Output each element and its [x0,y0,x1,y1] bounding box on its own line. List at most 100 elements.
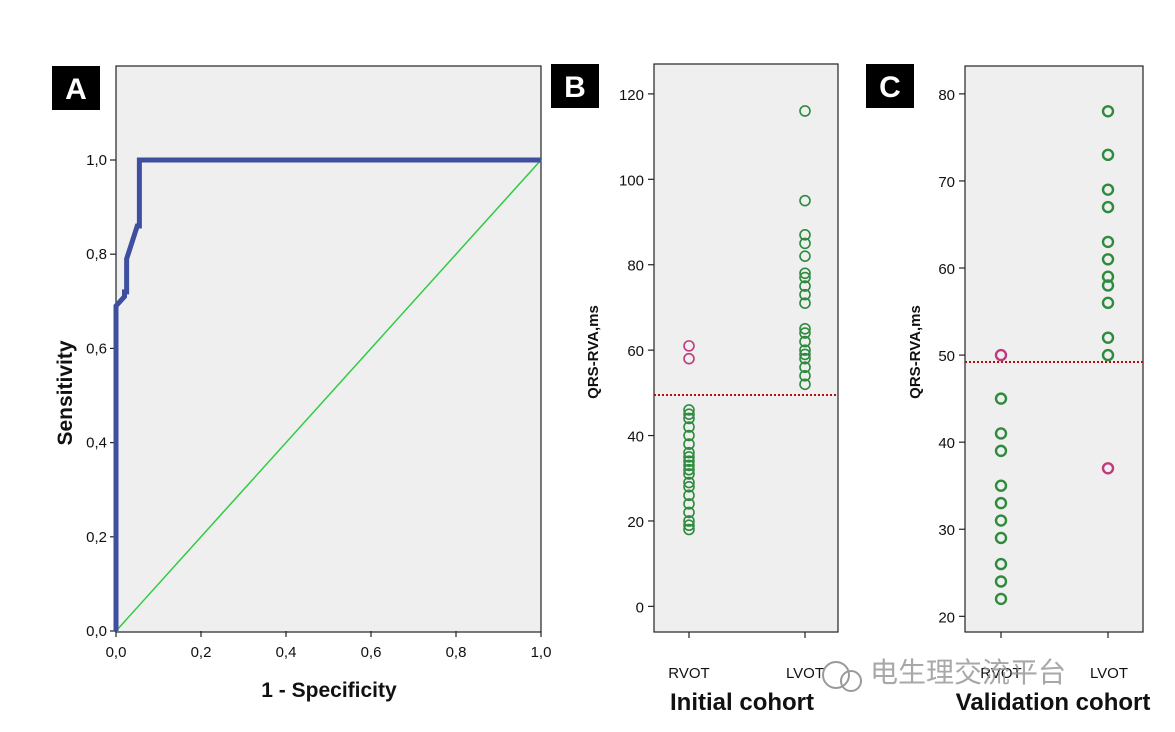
panel-a-xtick-label: 1,0 [531,644,552,661]
panel-b-outlier-rvot [683,340,695,352]
panel-b-point-lvot [799,361,811,374]
panel-b-point-lvot [799,267,811,280]
panel-c-ytick-label: 70 [938,174,955,191]
panel-c-outlier-rvot [994,348,1008,362]
panel-c-cat-lvot: LVOT [1090,665,1128,682]
panel-a-plot-area [115,65,542,633]
panel-c-point-lvot [1101,270,1115,283]
panel-c-point-lvot [1101,183,1115,196]
panel-a-ylabel: Sensitivity [54,340,77,445]
panel-b-point-lvot [799,322,811,335]
panel-c-point-rvot [994,479,1008,492]
panel-c-point-lvot [1101,253,1115,266]
panel-b-point-rvot [683,463,695,476]
panel-b-point-rvot [683,408,695,420]
panel-c-ylabel: QRS-RVA,ms [907,305,924,399]
panel-b-point-rvot [683,498,695,510]
watermark-text: 电生理交流平台 [870,656,1066,689]
roc-curve [113,157,541,631]
panel-c-point-rvot [994,496,1008,510]
panel-a-xtick-label: 0,4 [276,644,297,661]
panel-b-label-box [551,64,599,108]
panel-a-ytick-label: 1,0 [86,152,107,169]
panel-c-outlier-lvot [1101,462,1115,475]
panel-b-title: Initial cohort [670,689,814,716]
panel-b-point-rvot [683,429,695,442]
panel-a-ytick-label: 0,4 [86,435,107,452]
panel-c-ytick-label: 30 [938,522,955,539]
panel-b-point-lvot [799,348,811,361]
panel-b-plot-area [653,63,839,633]
panel-b-point-lvot [799,280,811,292]
panel-a-xtick-label: 0,0 [106,644,127,661]
panel-b-ytick-label: 0 [636,599,644,616]
panel-a-xlabel: 1 - Specificity [261,679,397,702]
panel-b-label: B [564,71,586,104]
panel-a-marks [113,157,542,632]
panel-b-point-lvot [799,229,811,241]
panel-a-ytick-label: 0,8 [86,246,107,263]
panel-c-validation-cohort: 20 30 40 50 60 70 80 C QRS-RVA,ms RVOT LVOT Va… [866,64,1150,716]
panel-b-point-lvot [799,327,811,339]
panel-b-point-rvot [683,459,695,472]
panel-b-point-lvot [799,344,811,356]
panel-c-point-rvot [994,427,1008,440]
panel-c-point-lvot [1101,235,1115,249]
panel-b-marks [654,105,838,536]
panel-c-ytick-label: 60 [938,261,955,278]
panel-b-point-lvot [799,297,811,309]
panel-b-point-rvot [683,446,695,459]
panel-b-point-lvot [799,288,811,301]
panel-b-point-rvot [683,476,695,489]
panel-b-point-rvot [683,468,695,480]
panel-b-point-lvot [799,105,811,117]
panel-b-point-lvot [799,352,811,365]
reference-line [115,159,542,632]
panel-b-point-rvot [683,519,695,532]
watermark-chat-icon [822,661,850,689]
panel-c-ytick-label: 80 [938,87,955,104]
panel-b-ytick-label: 40 [627,429,644,446]
panel-b-point-lvot [799,378,811,391]
panel-b-point-rvot [683,506,695,519]
panel-b-point-lvot [799,250,811,262]
panel-b-ytick-label: 120 [619,87,644,104]
panel-b-ytick-label: 80 [627,258,644,275]
panel-b-ticks: 0 20 40 60 80 100 120 [619,87,806,638]
panel-c-marks [965,105,1143,606]
panel-b-ytick-label: 20 [627,514,644,531]
panel-c-point-lvot [1101,296,1115,310]
panel-c-ytick-label: 50 [938,348,955,365]
panel-c-ytick-label: 40 [938,435,955,452]
panel-c-label: C [879,71,901,104]
panel-b-point-rvot [683,421,695,433]
panel-c-point-rvot [994,592,1008,606]
watermark-chat-icon-small [840,670,862,692]
panel-c-point-rvot [994,392,1008,405]
panel-a-ytick-label: 0,6 [86,340,107,357]
panel-b-ytick-label: 100 [619,172,644,189]
panel-c-plot-area [964,65,1144,633]
panel-b-point-rvot [683,404,695,416]
panel-c-cat-rvot: RVOT [980,665,1021,682]
panel-b-point-lvot [799,271,811,284]
panel-c-point-rvot [994,444,1008,458]
panel-b-point-rvot [683,489,695,502]
panel-b-cat-rvot: RVOT [668,665,709,682]
panel-c-ytick-label: 20 [938,609,955,626]
panel-a-ytick-label: 0,0 [86,623,107,640]
panel-c-point-lvot [1101,200,1115,214]
panel-b-point-rvot [683,451,695,463]
panel-a-xtick-label: 0,6 [361,644,382,661]
panel-b-point-rvot [683,438,695,450]
panel-a-label: A [65,73,87,106]
panel-c-point-lvot [1101,105,1115,118]
panel-b-point-lvot [799,194,811,207]
panel-c-point-rvot [994,575,1008,588]
panel-c-label-box [866,64,914,108]
panel-b-outlier-rvot [683,352,695,365]
panel-c-point-rvot [994,531,1008,545]
panel-c-point-lvot [1101,331,1115,344]
panel-b-point-rvot [683,455,695,467]
